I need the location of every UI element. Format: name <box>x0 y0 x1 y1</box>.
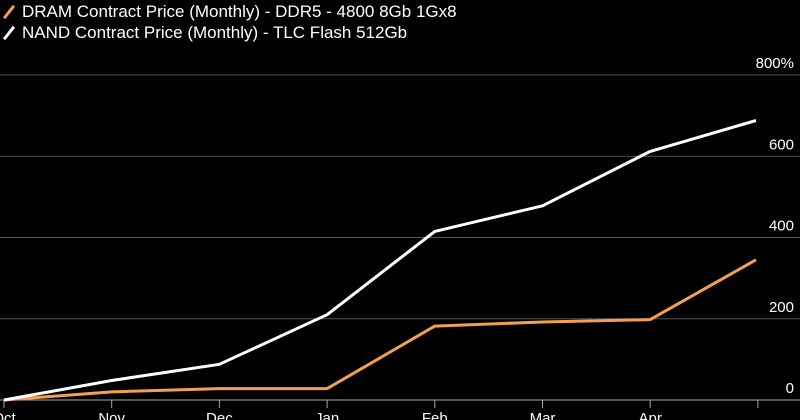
x-axis: Oct Nov Dec Jan Feb Mar Apr <box>0 399 800 420</box>
legend-label-nand: NAND Contract Price (Monthly) - TLC Flas… <box>22 23 407 42</box>
x-tick-label: Feb <box>422 410 448 420</box>
series-line-dram <box>3 258 757 402</box>
legend-label-dram: DRAM Contract Price (Monthly) - DDR5 - 4… <box>22 2 457 21</box>
x-tick-label: Jan <box>315 410 339 420</box>
legend-item-nand: NAND Contract Price (Monthly) - TLC Flas… <box>2 23 407 42</box>
x-tick-label: Nov <box>98 410 125 420</box>
y-tick-label: 600 <box>769 136 794 153</box>
series-lines <box>3 119 757 402</box>
x-tick-label: Dec <box>206 410 233 420</box>
legend-swatch-nand <box>2 25 16 41</box>
y-tick-label: 800% <box>756 55 794 72</box>
legend-item-dram: DRAM Contract Price (Monthly) - DDR5 - 4… <box>2 2 457 21</box>
y-tick-label: 0 <box>786 380 794 397</box>
series-line-nand <box>3 119 757 402</box>
x-tick-label: Apr <box>639 410 662 420</box>
gridlines <box>0 74 800 320</box>
legend: DRAM Contract Price (Monthly) - DDR5 - 4… <box>2 2 457 42</box>
x-tick-label: Oct <box>0 410 16 420</box>
y-axis-tick-labels: 0 200 400 600 800% <box>756 55 794 397</box>
y-tick-label: 400 <box>769 218 794 235</box>
x-tick-label: Mar <box>530 410 556 420</box>
legend-swatch-dram <box>2 4 16 20</box>
y-tick-label: 200 <box>769 299 794 316</box>
